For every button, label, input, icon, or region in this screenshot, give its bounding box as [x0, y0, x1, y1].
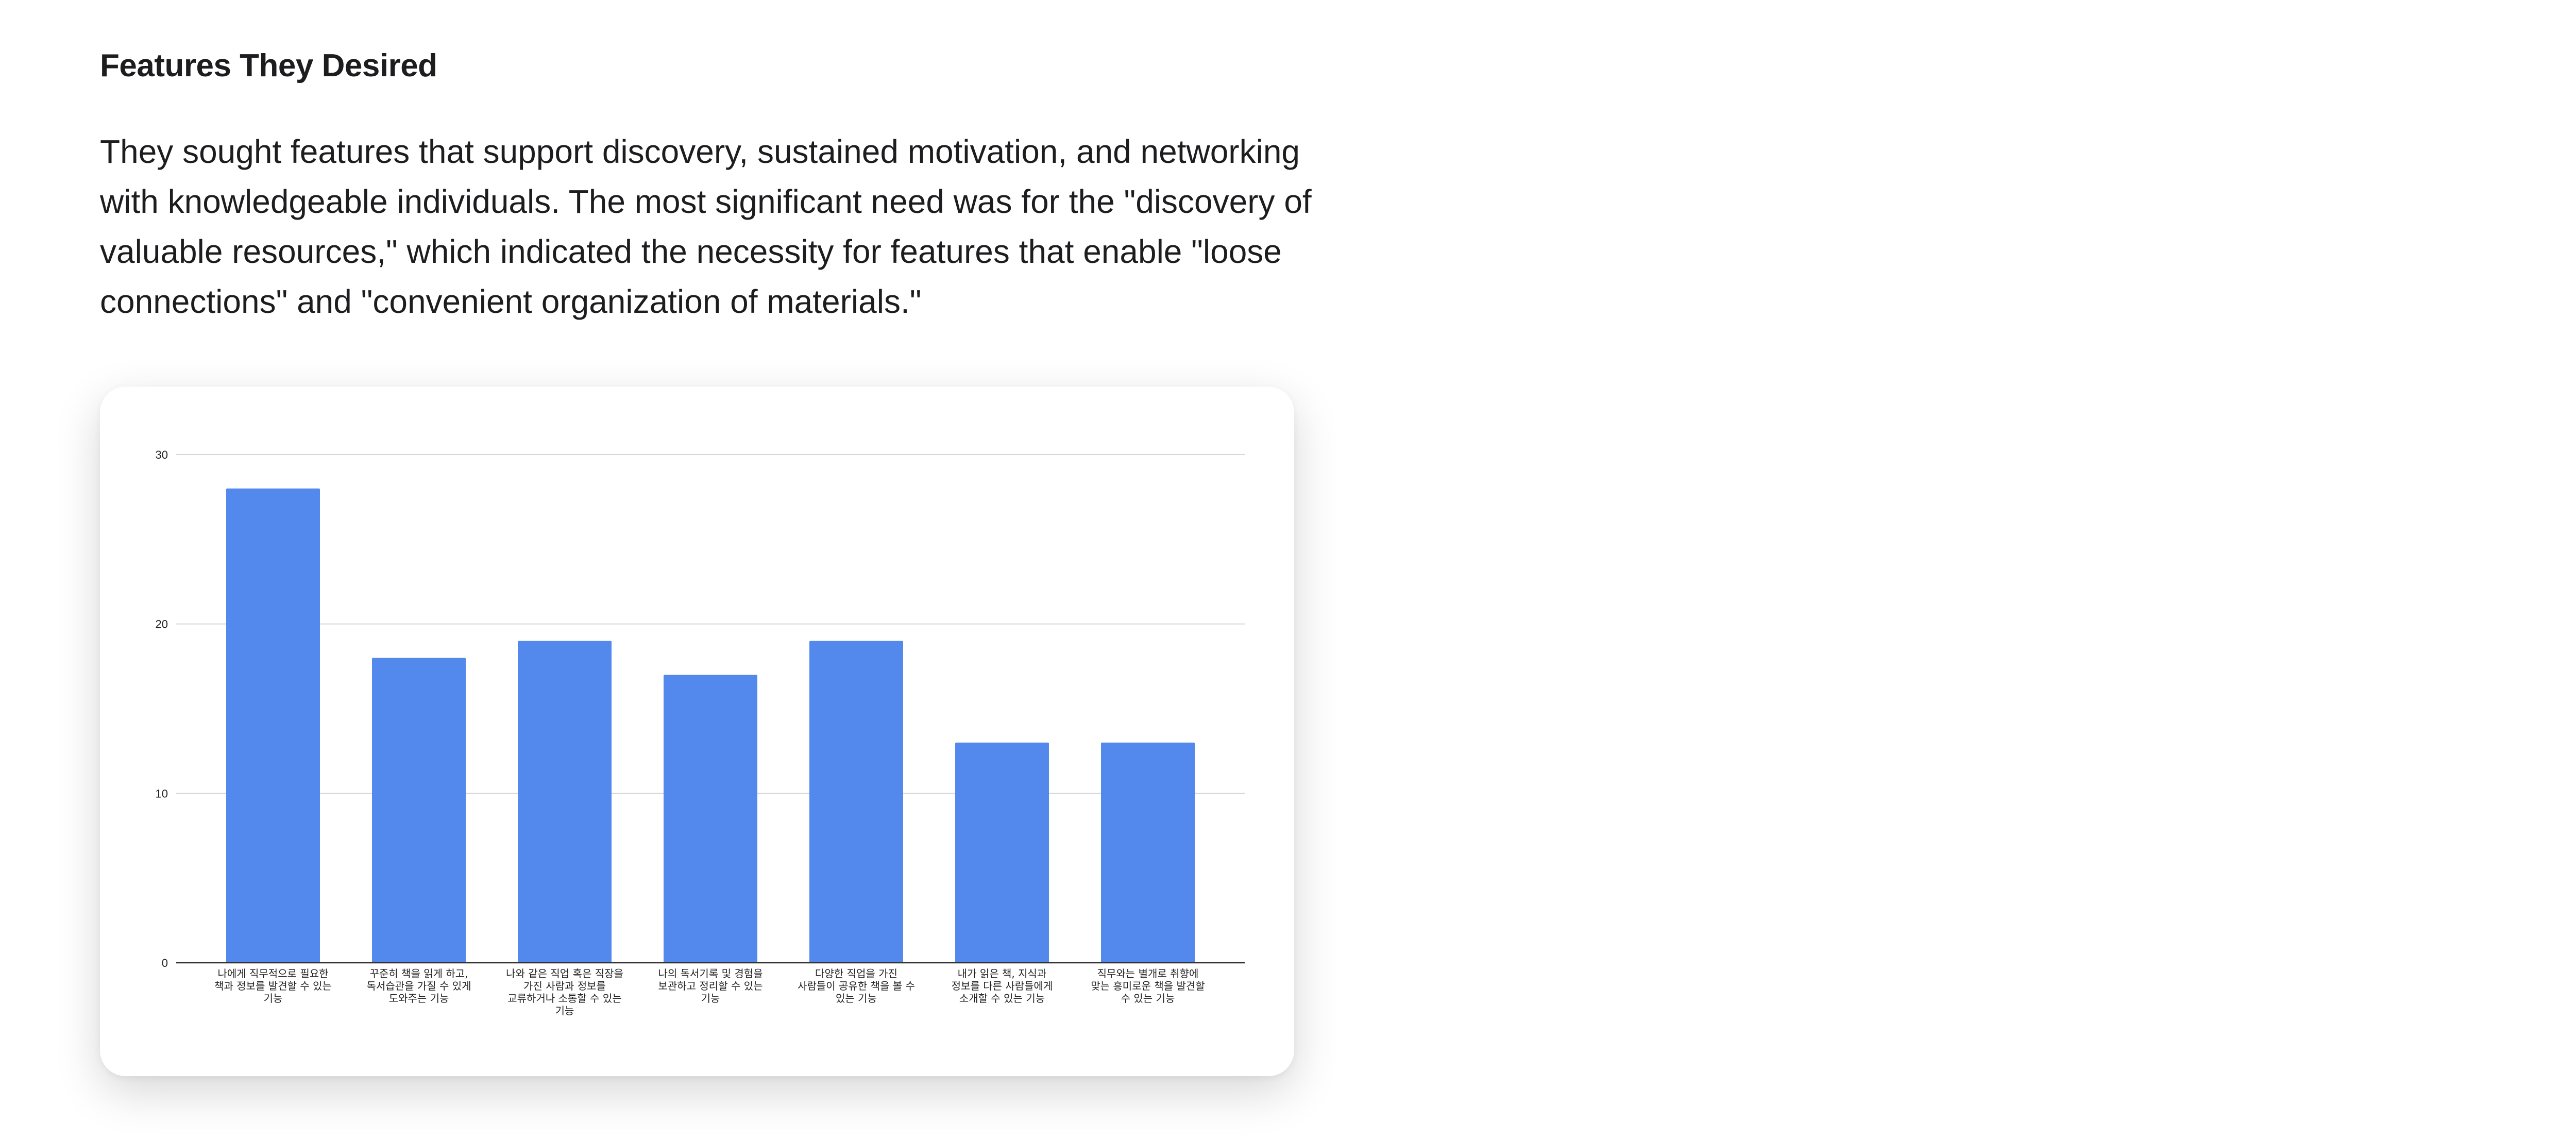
chart-card: 0 10 20 30 나에게 직무적으로 필요한 책과 정보를 발견할 수 있는 기능 꾸준히… [100, 387, 1294, 1076]
y-tick-label: 0 [162, 957, 168, 969]
bar-chart: 0 10 20 30 나에게 직무적으로 필요한 책과 정보를 발견할 수 있는 기능 꾸준히… [156, 448, 1245, 1017]
section-description: They sought features that support discov… [100, 133, 1312, 320]
bar [372, 658, 466, 963]
y-tick-label: 10 [156, 787, 168, 800]
label-layer: 0 10 20 30 나에게 직무적으로 필요한 책과 정보를 발견할 수 있는 기능 꾸준히… [156, 448, 1205, 1017]
section-title: Features They Desired [100, 48, 437, 83]
bar [226, 488, 320, 963]
y-tick-label: 30 [156, 448, 168, 461]
x-category-label: 나의 독서기록 및 경험을 보관하고 정리할 수 있는 기능 [658, 967, 762, 1005]
x-category-label: 직무와는 별개로 취향에 맞는 흥미로운 책을 발견할 수 있는 기능 [1091, 967, 1205, 1005]
bar [809, 641, 903, 963]
x-category-label: 꾸준히 책을 읽게 하고, 독서습관을 가질 수 있게 도와주는 기능 [366, 967, 471, 1005]
bar [955, 742, 1049, 963]
bar [1101, 742, 1195, 963]
bar [518, 641, 612, 963]
y-tick-label: 20 [156, 618, 168, 631]
x-category-label: 다양한 직업을 가진 사람들이 공유한 책을 볼 수 있는 기능 [798, 967, 915, 1005]
x-category-label: 나에게 직무적으로 필요한 책과 정보를 발견할 수 있는 기능 [214, 967, 332, 1005]
x-category-label: 나와 같은 직업 혹은 직장을 가진 사람과 정보를 교류하거나 소통할 수 있는 기… [506, 967, 623, 1017]
bar [664, 675, 757, 963]
bar-layer [226, 488, 1195, 963]
x-category-label: 내가 읽은 책, 지식과 정보를 다른 사람들에게 소개할 수 있는 기능 [952, 967, 1053, 1005]
